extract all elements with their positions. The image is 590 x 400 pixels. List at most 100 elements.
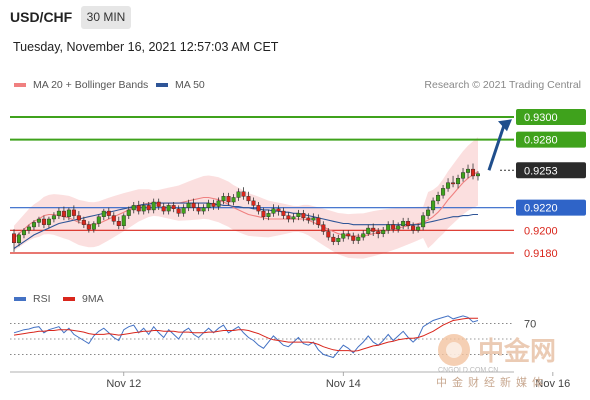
candle <box>226 196 231 203</box>
symbol-label: USD/CHF <box>10 9 73 25</box>
candle <box>386 224 391 231</box>
candle <box>46 218 51 225</box>
candle <box>146 205 151 211</box>
candle <box>251 200 256 206</box>
watermark: 中金网 CNGOLD.COM.CN 中金财经新媒体 <box>430 328 580 389</box>
candle <box>361 233 366 238</box>
candle <box>161 206 166 212</box>
candle <box>281 210 286 216</box>
candle <box>186 202 191 208</box>
candle <box>351 235 356 241</box>
candle <box>151 201 156 211</box>
9ma-legend-swatch <box>63 297 75 301</box>
candle <box>431 200 436 211</box>
watermark-url: CNGOLD.COM.CN <box>438 367 498 374</box>
candle <box>26 226 31 231</box>
candle <box>31 222 36 228</box>
candle <box>201 207 206 212</box>
candle <box>136 205 141 212</box>
candle <box>451 182 456 185</box>
pivot-tag <box>516 199 586 216</box>
candle <box>436 194 441 202</box>
arrow-head-icon <box>498 119 512 132</box>
candle <box>126 209 131 216</box>
candle <box>311 217 316 221</box>
moving-averages-layer <box>13 170 479 249</box>
x-tick-label: Nov 16 <box>535 378 570 390</box>
candle <box>171 205 176 209</box>
last-tag <box>516 162 586 179</box>
candle <box>21 230 26 236</box>
candle <box>61 210 66 217</box>
candle <box>301 213 306 219</box>
chart-header: USD/CHF 30 MIN <box>0 0 590 34</box>
rsi-9ma-line <box>13 317 478 352</box>
candle <box>266 213 271 217</box>
candle <box>11 233 16 244</box>
research-credit: Research © 2021 Trading Central <box>424 79 581 91</box>
candle <box>41 218 46 225</box>
resistance-label: 0.9280 <box>524 135 558 147</box>
candle <box>261 210 266 217</box>
ma50-line <box>13 202 478 249</box>
candle <box>426 209 431 216</box>
candle <box>336 238 341 242</box>
support-label: 0.9200 <box>524 225 558 237</box>
last-label: 0.9253 <box>524 165 558 177</box>
x-axis: Nov 12 Nov 14 Nov 16 <box>10 371 570 390</box>
candle <box>421 215 426 228</box>
candle <box>111 215 116 222</box>
candle <box>306 217 311 221</box>
x-tick-label: Nov 12 <box>106 378 141 390</box>
candle <box>181 207 186 214</box>
candle <box>461 172 466 179</box>
candle <box>121 215 126 227</box>
candle <box>466 168 471 173</box>
timeframe-button[interactable]: 30 MIN <box>81 6 131 29</box>
candle <box>291 216 296 220</box>
candle <box>321 224 326 232</box>
candle <box>401 221 406 226</box>
ma20-legend-swatch <box>14 83 26 87</box>
rsi-level-label: 70 <box>524 319 536 331</box>
candle <box>76 215 81 221</box>
candle <box>16 234 21 244</box>
candle <box>356 236 361 241</box>
candle <box>166 205 171 212</box>
candle <box>221 196 226 202</box>
candle <box>71 209 76 216</box>
price-tags-layer: 0.9300 0.9280 0.9253 0.9220 0.9200 0.9180 <box>516 109 586 260</box>
candle <box>411 225 416 231</box>
candle <box>66 209 71 217</box>
candle <box>471 168 476 177</box>
ma20-line <box>13 170 479 239</box>
ma20-legend-label: MA 20 + Bollinger Bands <box>33 79 149 91</box>
candle <box>346 233 351 237</box>
ma50-legend-label: MA 50 <box>175 79 205 91</box>
watermark-text: 中金网 <box>478 336 556 366</box>
candle <box>131 205 136 211</box>
resistance-tag <box>516 109 586 125</box>
candle <box>116 221 121 226</box>
candle <box>91 223 96 230</box>
candle <box>106 210 111 216</box>
candle <box>176 208 181 214</box>
candle <box>446 182 451 189</box>
projection-arrow <box>487 124 506 171</box>
candle <box>396 225 401 230</box>
candle <box>271 208 276 214</box>
candle <box>381 230 386 234</box>
9ma-legend-label: 9MA <box>82 293 104 305</box>
candle <box>406 221 411 226</box>
candle <box>196 207 201 212</box>
rsi-legend: RSI 9MA <box>0 292 300 306</box>
candle <box>286 215 291 220</box>
candle <box>316 217 321 225</box>
candle <box>231 197 236 203</box>
candle <box>296 213 301 217</box>
candle <box>246 196 251 202</box>
rsi-line <box>13 315 479 359</box>
candle <box>441 188 446 196</box>
x-tick-label: Nov 14 <box>326 378 361 390</box>
bollinger-band-layer <box>14 137 478 259</box>
